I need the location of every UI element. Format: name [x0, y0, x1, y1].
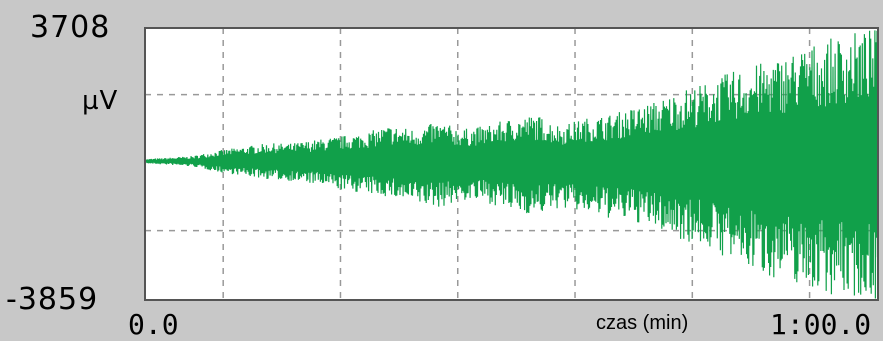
y-max-label: 3708 — [30, 10, 111, 45]
x-axis-label: czas (min) — [596, 312, 689, 334]
y-axis-label: µV — [82, 86, 119, 116]
y-min-label: -3859 — [6, 282, 99, 317]
x-start-label: 0.0 — [128, 308, 179, 341]
x-end-label: 1:00.0 — [770, 308, 872, 341]
signal-trace — [144, 30, 879, 299]
plot-frame — [144, 27, 879, 301]
